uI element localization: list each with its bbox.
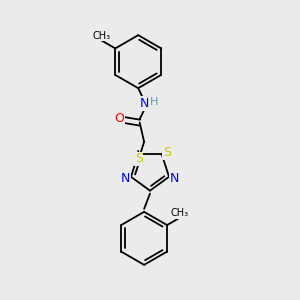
Text: H: H: [150, 97, 159, 107]
Text: N: N: [170, 172, 179, 185]
Text: N: N: [121, 172, 130, 185]
Text: CH₃: CH₃: [171, 208, 189, 218]
Text: S: S: [163, 146, 171, 159]
Text: N: N: [140, 97, 149, 110]
Text: S: S: [135, 152, 143, 165]
Text: O: O: [115, 112, 124, 125]
Text: CH₃: CH₃: [92, 31, 110, 41]
